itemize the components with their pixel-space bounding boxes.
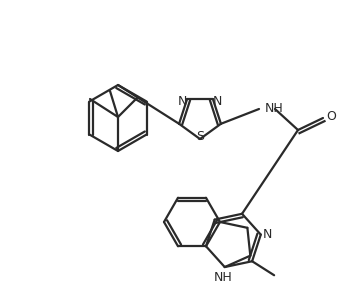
Text: S: S (196, 130, 204, 143)
Text: NH: NH (265, 101, 284, 115)
Text: N: N (263, 228, 273, 241)
Text: N: N (213, 95, 223, 108)
Text: O: O (326, 110, 336, 124)
Text: N: N (177, 95, 187, 108)
Text: NH: NH (213, 271, 232, 284)
